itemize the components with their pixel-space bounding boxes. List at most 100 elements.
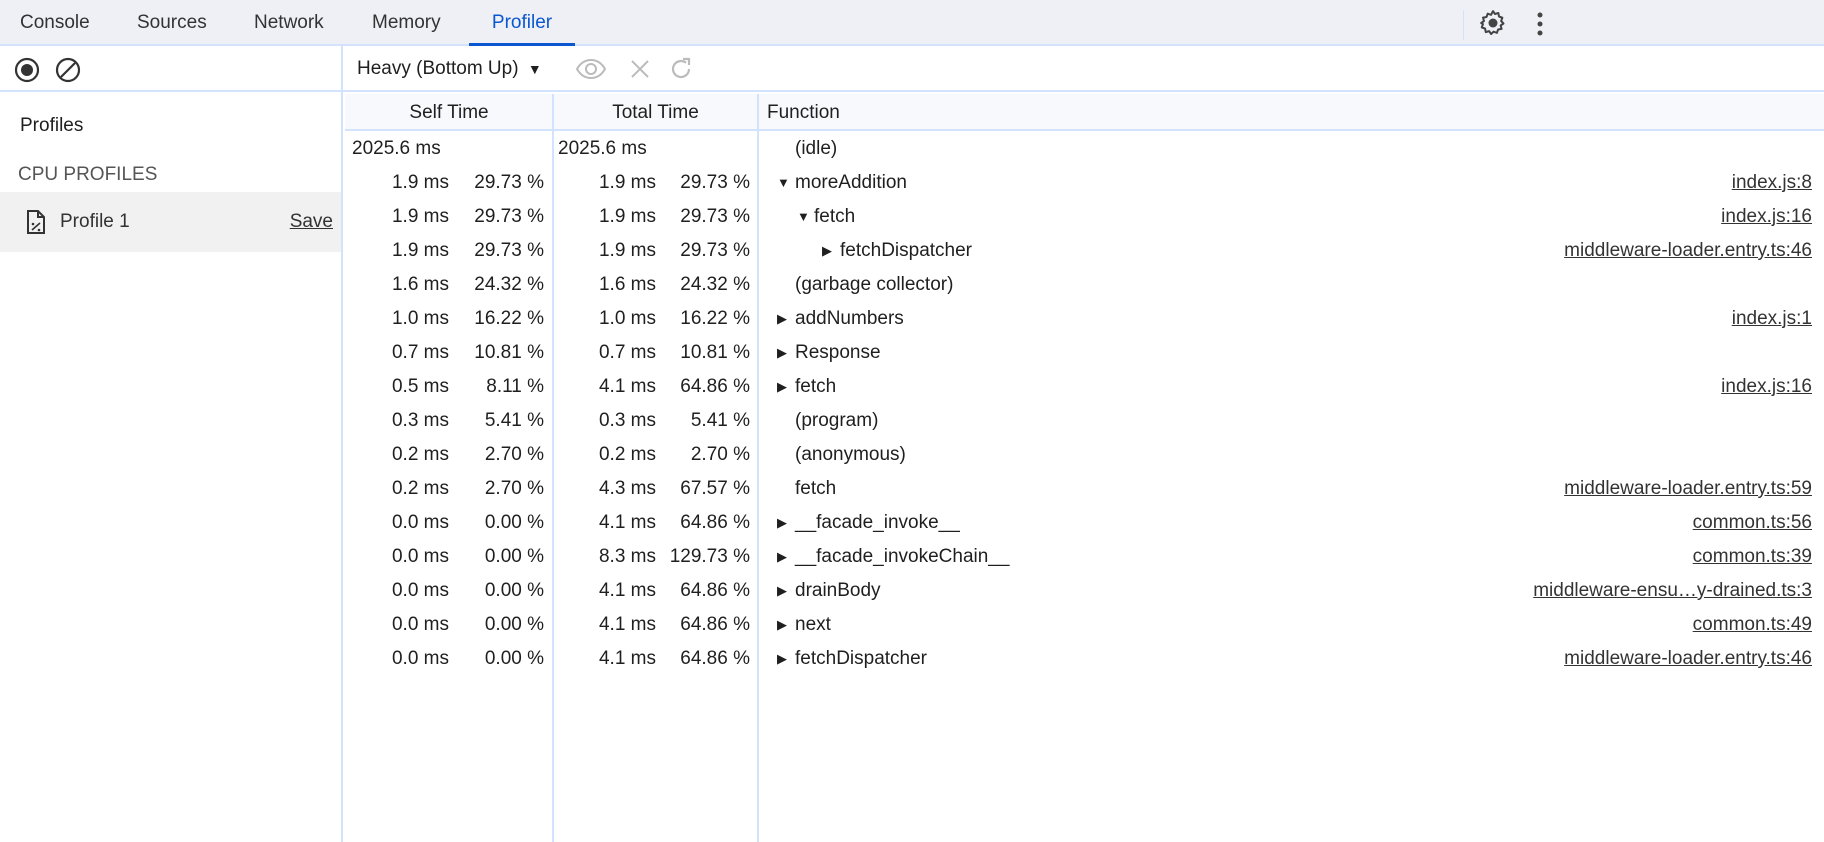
column-divider xyxy=(552,94,554,842)
reload-icon[interactable] xyxy=(668,56,694,82)
kebab-menu-icon[interactable] xyxy=(1530,10,1550,38)
self-percent: 2.70 % xyxy=(484,478,544,499)
self-percent: 24.32 % xyxy=(474,274,544,295)
total-time: 4.1 ms xyxy=(598,512,656,533)
self-percent: 29.73 % xyxy=(474,172,544,193)
table-row[interactable]: 0.2 ms 2.70 % 4.3 ms 67.57 % fetch middleware… xyxy=(345,472,1824,506)
table-row[interactable]: 0.0 ms 0.00 % 4.1 ms 64.86 % ▶ next common.ts:… xyxy=(345,608,1824,642)
tab-console[interactable]: Console xyxy=(20,12,90,33)
source-link[interactable]: middleware-loader.entry.ts:46 xyxy=(1564,240,1812,261)
source-link[interactable]: index.js:16 xyxy=(1721,206,1812,227)
record-icon[interactable] xyxy=(14,57,40,83)
self-time: 0.0 ms xyxy=(391,512,449,533)
view-mode-label: Heavy (Bottom Up) xyxy=(357,58,519,79)
profiles-sidebar: Profiles CPU PROFILES Profile 1 Save xyxy=(0,92,343,842)
table-row[interactable]: 1.0 ms 16.22 % 1.0 ms 16.22 % ▶ addNumbers ind… xyxy=(345,302,1824,336)
total-time: 1.9 ms xyxy=(598,206,656,227)
total-time: 1.0 ms xyxy=(598,308,656,329)
panel-tab-bar: Console Sources Network Memory Profiler xyxy=(0,0,1824,46)
save-link[interactable]: Save xyxy=(289,211,333,232)
collapsed-arrow-icon[interactable]: ▶ xyxy=(777,379,787,394)
function-name: fetch xyxy=(795,376,837,397)
function-name: drainBody xyxy=(795,580,881,601)
total-percent: 29.73 % xyxy=(680,240,750,261)
table-row[interactable]: 1.9 ms 29.73 % 1.9 ms 29.73 % ▶ fetchDispatch… xyxy=(345,234,1824,268)
profile-toolbar: Heavy (Bottom Up) ▼ xyxy=(343,46,1824,92)
collapsed-arrow-icon[interactable]: ▶ xyxy=(777,345,787,360)
table-row[interactable]: 2025.6 ms 2025.6 ms (idle) xyxy=(345,132,1824,166)
self-percent: 0.00 % xyxy=(484,512,544,533)
tab-profiler[interactable]: Profiler xyxy=(469,0,575,46)
source-link[interactable]: middleware-loader.entry.ts:59 xyxy=(1564,478,1812,499)
total-percent: 64.86 % xyxy=(680,512,750,533)
collapsed-arrow-icon[interactable]: ▶ xyxy=(822,243,832,258)
grid-header: Self Time Total Time Function xyxy=(345,94,1824,131)
function-name: Response xyxy=(795,342,881,363)
table-row[interactable]: 0.2 ms 2.70 % 0.2 ms 2.70 % (anonymous) xyxy=(345,438,1824,472)
dropdown-arrow-icon: ▼ xyxy=(527,61,542,77)
self-time: 2025.6 ms xyxy=(352,138,441,159)
column-header-total-time[interactable]: Total Time xyxy=(612,102,699,123)
total-time: 4.1 ms xyxy=(598,614,656,635)
total-time: 4.1 ms xyxy=(598,580,656,601)
collapsed-arrow-icon[interactable]: ▶ xyxy=(777,311,787,326)
self-time: 0.7 ms xyxy=(391,342,449,363)
profile-name: Profile 1 xyxy=(60,211,130,232)
total-percent: 29.73 % xyxy=(680,172,750,193)
table-row[interactable]: 1.9 ms 29.73 % 1.9 ms 29.73 % ▼ fetch index.js… xyxy=(345,200,1824,234)
self-time: 0.3 ms xyxy=(391,410,449,431)
table-row[interactable]: 1.6 ms 24.32 % 1.6 ms 24.32 % (garbage colle… xyxy=(345,268,1824,302)
collapsed-arrow-icon[interactable]: ▶ xyxy=(777,651,787,666)
close-icon[interactable] xyxy=(630,59,650,79)
table-row[interactable]: 0.3 ms 5.41 % 0.3 ms 5.41 % (program) xyxy=(345,404,1824,438)
function-name: fetch xyxy=(814,206,856,227)
source-link[interactable]: middleware-ensu…y-drained.ts:3 xyxy=(1533,580,1812,601)
expanded-arrow-icon[interactable]: ▼ xyxy=(777,175,790,190)
table-row[interactable]: 0.0 ms 0.00 % 4.1 ms 64.86 % ▶ fetchDispatche… xyxy=(345,642,1824,676)
self-percent: 29.73 % xyxy=(474,206,544,227)
table-row[interactable]: 0.5 ms 8.11 % 4.1 ms 64.86 % ▶ fetch index.js:… xyxy=(345,370,1824,404)
column-header-self-time[interactable]: Self Time xyxy=(409,102,489,123)
self-percent: 0.00 % xyxy=(484,580,544,601)
collapsed-arrow-icon[interactable]: ▶ xyxy=(777,583,787,598)
gear-icon[interactable] xyxy=(1478,8,1508,38)
source-link[interactable]: middleware-loader.entry.ts:46 xyxy=(1564,648,1812,669)
source-link[interactable]: index.js:1 xyxy=(1731,308,1812,329)
eye-icon[interactable] xyxy=(575,57,607,81)
column-header-function[interactable]: Function xyxy=(767,102,840,123)
total-time: 1.9 ms xyxy=(598,240,656,261)
self-percent: 29.73 % xyxy=(474,240,544,261)
source-link[interactable]: common.ts:56 xyxy=(1692,512,1812,533)
collapsed-arrow-icon[interactable]: ▶ xyxy=(777,549,787,564)
sidebar-item-profile-1[interactable]: Profile 1 Save xyxy=(0,192,341,252)
source-link[interactable]: index.js:8 xyxy=(1731,172,1812,193)
collapsed-arrow-icon[interactable]: ▶ xyxy=(777,515,787,530)
collapsed-arrow-icon[interactable]: ▶ xyxy=(777,617,787,632)
table-row[interactable]: 0.0 ms 0.00 % 8.3 ms 129.73 % ▶ __facade_invo… xyxy=(345,540,1824,574)
source-link[interactable]: common.ts:39 xyxy=(1692,546,1812,567)
function-name: __facade_invokeChain__ xyxy=(795,546,1010,567)
self-percent: 2.70 % xyxy=(484,444,544,465)
table-row[interactable]: 0.0 ms 0.00 % 4.1 ms 64.86 % ▶ __facade_invok… xyxy=(345,506,1824,540)
total-time: 0.2 ms xyxy=(598,444,656,465)
table-row[interactable]: 1.9 ms 29.73 % 1.9 ms 29.73 % ▼ moreAddition i… xyxy=(345,166,1824,200)
tab-sources[interactable]: Sources xyxy=(137,12,207,33)
function-name: moreAddition xyxy=(795,172,907,193)
function-name: addNumbers xyxy=(795,308,904,329)
self-time: 1.9 ms xyxy=(391,240,449,261)
self-time: 1.6 ms xyxy=(391,274,449,295)
view-mode-select[interactable]: Heavy (Bottom Up) ▼ xyxy=(357,46,542,92)
table-row[interactable]: 0.7 ms 10.81 % 0.7 ms 10.81 % ▶ Response xyxy=(345,336,1824,370)
source-link[interactable]: common.ts:49 xyxy=(1692,614,1812,635)
clear-icon[interactable] xyxy=(55,57,81,83)
total-percent: 24.32 % xyxy=(680,274,750,295)
total-percent: 2.70 % xyxy=(690,444,750,465)
source-link[interactable]: index.js:16 xyxy=(1721,376,1812,397)
function-name: (garbage collector) xyxy=(795,274,954,295)
tab-network[interactable]: Network xyxy=(254,12,324,33)
self-percent: 10.81 % xyxy=(474,342,544,363)
expanded-arrow-icon[interactable]: ▼ xyxy=(797,209,810,224)
tab-memory[interactable]: Memory xyxy=(372,12,441,33)
table-row[interactable]: 0.0 ms 0.00 % 4.1 ms 64.86 % ▶ drainBody middl… xyxy=(345,574,1824,608)
total-percent: 64.86 % xyxy=(680,580,750,601)
